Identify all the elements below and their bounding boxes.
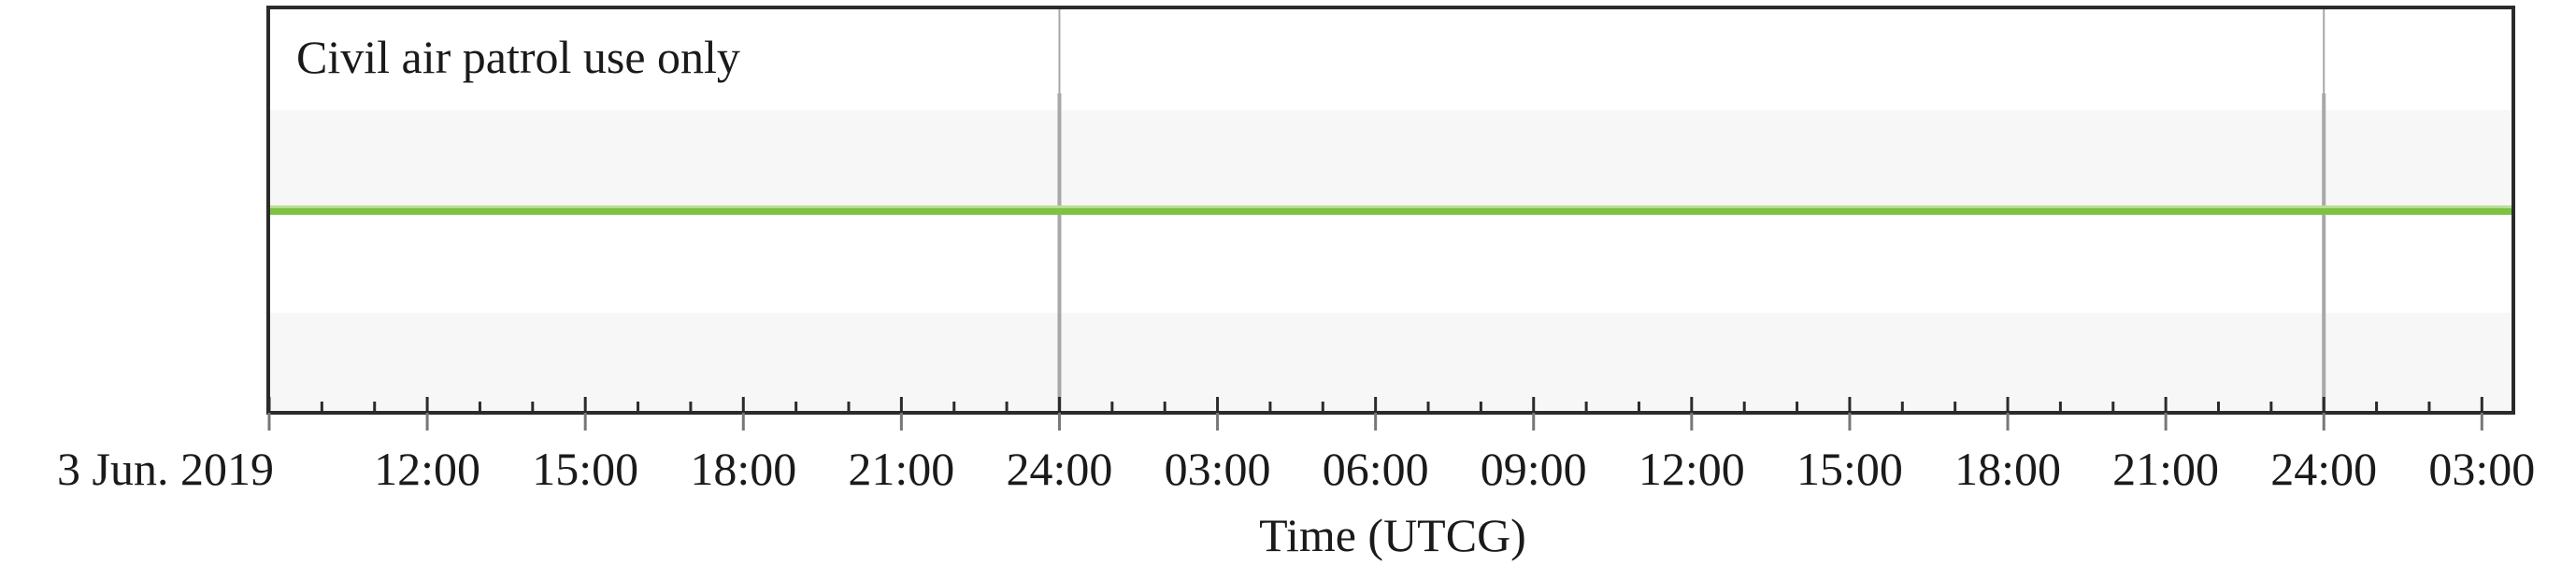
x-tick-label: 18:00 bbox=[1954, 443, 2061, 495]
x-tick-label: 03:00 bbox=[2428, 443, 2535, 495]
x-tick-label: 21:00 bbox=[848, 443, 954, 495]
x-tick-label: 24:00 bbox=[2270, 443, 2377, 495]
intervals bbox=[269, 205, 2512, 215]
x-tick-label: 12:00 bbox=[374, 443, 480, 495]
x-tick-label: 15:00 bbox=[1796, 443, 1903, 495]
x-tick-label: 09:00 bbox=[1481, 443, 1587, 495]
chart-title: Civil air patrol use only bbox=[296, 31, 740, 83]
x-axis-ticks bbox=[267, 397, 2483, 431]
band-lower bbox=[269, 313, 2512, 413]
band-upper bbox=[269, 110, 2512, 210]
x-tick-label: 12:00 bbox=[1639, 443, 1745, 495]
interval-bar bbox=[269, 205, 2512, 215]
x-axis-label: Time (UTCG) bbox=[1259, 509, 1526, 561]
x-tick-label: 18:00 bbox=[690, 443, 796, 495]
x-tick-label: 24:00 bbox=[1007, 443, 1113, 495]
x-tick-label: 21:00 bbox=[2112, 443, 2219, 495]
x-axis-tick-labels: 12:00 15:00 18:00 21:00 24:00 03:00 06:00 09:00… bbox=[374, 443, 2535, 495]
x-tick-label: 03:00 bbox=[1165, 443, 1271, 495]
plot-frame bbox=[266, 6, 2515, 415]
interval-bar-highlight bbox=[269, 205, 2512, 208]
x-tick-label: 06:00 bbox=[1323, 443, 1429, 495]
x-start-label: 3 Jun. 2019 bbox=[57, 443, 274, 495]
x-tick-label: 15:00 bbox=[532, 443, 638, 495]
background-bands bbox=[269, 110, 2512, 413]
